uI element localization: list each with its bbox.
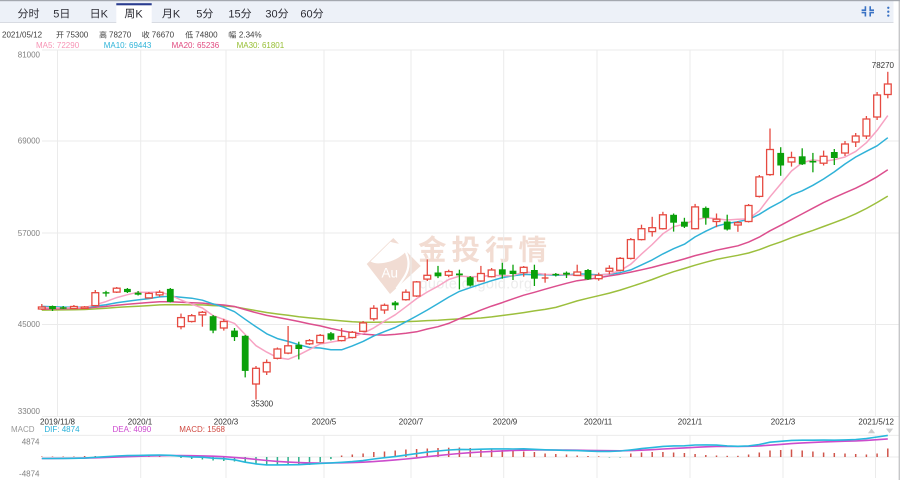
svg-text:MACD: 1568: MACD: 1568 [179, 425, 225, 434]
svg-text:2020/9: 2020/9 [493, 417, 518, 426]
svg-text:81000: 81000 [18, 51, 41, 60]
svg-text:MA20: 65236: MA20: 65236 [172, 41, 220, 50]
svg-text:30: 30 [265, 9, 277, 21]
svg-text:60: 60 [300, 9, 312, 21]
svg-text:5: 5 [196, 9, 202, 21]
svg-text:76670: 76670 [152, 31, 175, 40]
svg-text:35300: 35300 [251, 399, 274, 408]
svg-text:MA5: 72290: MA5: 72290 [36, 41, 80, 50]
svg-text:5: 5 [53, 9, 59, 21]
svg-text:2020/11: 2020/11 [584, 417, 613, 426]
svg-text:2019/11/8: 2019/11/8 [40, 417, 76, 426]
svg-text:2020/1: 2020/1 [128, 417, 153, 426]
svg-text:78270: 78270 [109, 31, 132, 40]
svg-text:MA10: 69443: MA10: 69443 [104, 41, 152, 50]
svg-text:DIF: 4874: DIF: 4874 [44, 425, 80, 434]
svg-text:69000: 69000 [18, 136, 41, 145]
svg-text:2021/1: 2021/1 [678, 417, 703, 426]
svg-text:2020/5: 2020/5 [312, 417, 337, 426]
svg-text:78270: 78270 [872, 61, 895, 70]
svg-text:-4874: -4874 [19, 470, 40, 479]
svg-text:quote.cngold.org: quote.cngold.org [420, 277, 533, 293]
svg-text:15: 15 [228, 9, 240, 21]
svg-text:75300: 75300 [66, 31, 89, 40]
svg-text:Au: Au [382, 266, 399, 281]
svg-text:2021/05/12: 2021/05/12 [2, 31, 43, 40]
svg-text:2021/3: 2021/3 [771, 417, 796, 426]
svg-text:2020/7: 2020/7 [399, 417, 424, 426]
svg-text:2.34%: 2.34% [239, 31, 262, 40]
svg-text:K: K [173, 9, 181, 21]
svg-text:2020/3: 2020/3 [214, 417, 239, 426]
svg-text:33000: 33000 [18, 407, 41, 416]
svg-text:K: K [101, 9, 109, 21]
svg-text:2021/5/12: 2021/5/12 [858, 417, 894, 426]
svg-text:MA30: 61801: MA30: 61801 [237, 41, 285, 50]
svg-text:74800: 74800 [195, 31, 218, 40]
svg-text:57000: 57000 [18, 229, 41, 238]
svg-text:K: K [135, 9, 143, 21]
svg-text:MACD: MACD [11, 425, 35, 434]
svg-text:4874: 4874 [22, 438, 40, 447]
svg-text:DEA: 4090: DEA: 4090 [113, 425, 152, 434]
svg-text:45000: 45000 [18, 320, 41, 329]
